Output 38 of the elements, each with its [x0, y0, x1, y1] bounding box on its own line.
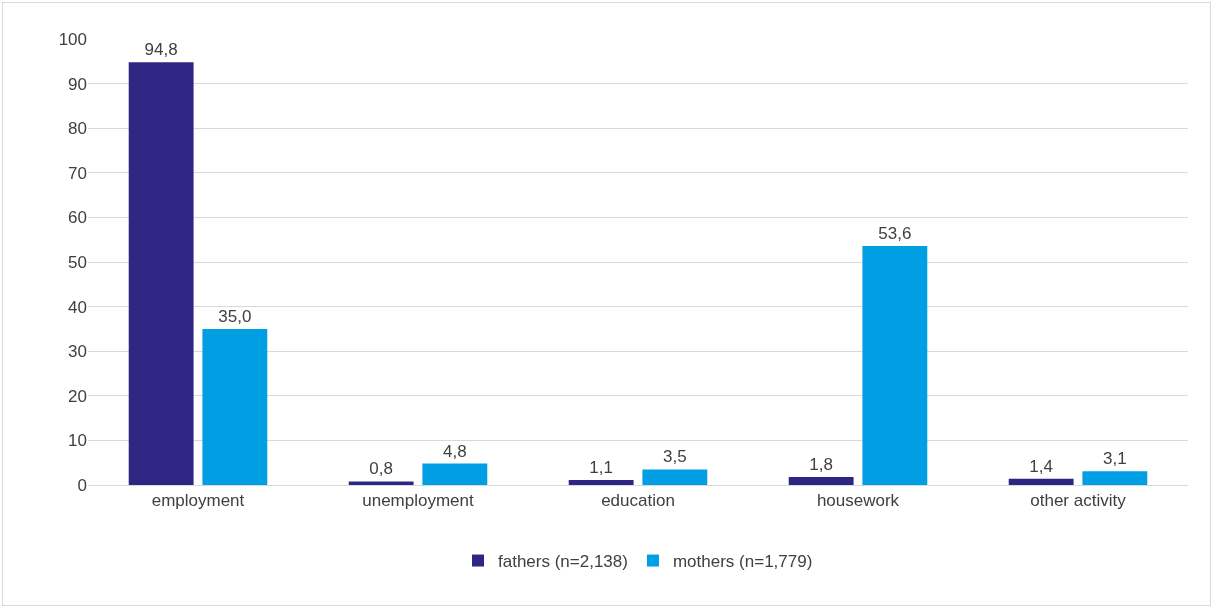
data-label: 94,8 — [144, 40, 178, 60]
legend-label: fathers (n=2,138) — [498, 552, 628, 572]
y-tick-label: 80 — [68, 119, 87, 139]
bar — [422, 463, 488, 485]
y-tick-label: 70 — [68, 163, 87, 183]
bar — [642, 469, 708, 485]
legend-label: mothers (n=1,779) — [672, 552, 813, 572]
data-label: 1,8 — [809, 454, 833, 474]
bar — [1008, 478, 1074, 485]
bar — [862, 245, 928, 485]
data-label: 1,1 — [589, 458, 613, 478]
y-tick-label: 60 — [68, 208, 87, 228]
y-tick-label: 50 — [68, 252, 87, 272]
data-label: 3,1 — [1103, 449, 1127, 469]
bar — [348, 481, 414, 485]
bar — [202, 328, 268, 485]
bar — [568, 480, 634, 485]
data-label: 3,5 — [663, 447, 687, 467]
bar — [788, 476, 854, 485]
x-tick-label: employment — [151, 491, 245, 511]
y-tick-label: 20 — [68, 386, 87, 406]
data-label: 53,6 — [878, 223, 912, 243]
data-label: 0,8 — [369, 459, 393, 479]
y-tick-label: 100 — [58, 29, 87, 49]
data-label: 1,4 — [1029, 456, 1053, 476]
y-tick-label: 40 — [68, 297, 87, 317]
data-label: 35,0 — [218, 306, 252, 326]
bar — [128, 62, 194, 485]
bar — [1082, 471, 1148, 485]
x-tick-label: unemployment — [362, 491, 475, 511]
y-tick-label: 10 — [68, 431, 87, 451]
y-tick-label: 90 — [68, 74, 87, 94]
y-tick-label: 0 — [77, 475, 87, 495]
data-label: 4,8 — [443, 441, 467, 461]
y-tick-label: 30 — [68, 342, 87, 362]
x-tick-label: education — [601, 491, 675, 511]
x-tick-label: housework — [816, 491, 900, 511]
x-tick-label: other activity — [1030, 491, 1127, 511]
